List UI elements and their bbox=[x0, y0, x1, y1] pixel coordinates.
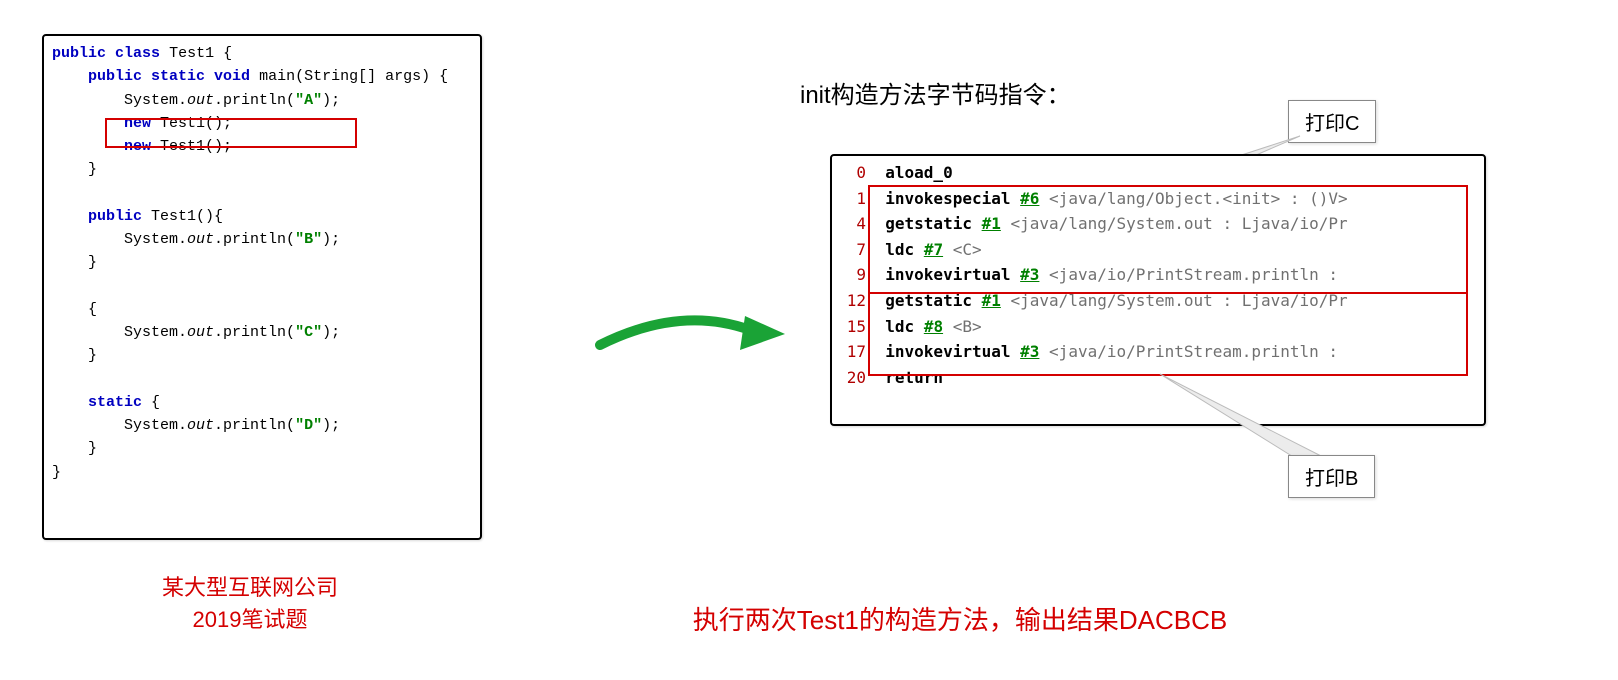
kw: public bbox=[52, 45, 106, 62]
t: ); bbox=[322, 92, 340, 109]
t: out bbox=[187, 324, 214, 341]
t: "A" bbox=[295, 92, 322, 109]
bytecode-box: 0 aload_01 invokespecial #6 <java/lang/O… bbox=[830, 154, 1486, 426]
t: ); bbox=[322, 324, 340, 341]
t: ); bbox=[322, 417, 340, 434]
t: Test1(); bbox=[160, 115, 232, 132]
t: } bbox=[52, 464, 61, 481]
t: { bbox=[88, 301, 97, 318]
t: "B" bbox=[295, 231, 322, 248]
bytecode-line: 0 aload_0 bbox=[838, 160, 1478, 186]
bytecode-line: 12 getstatic #1 <java/lang/System.out : … bbox=[838, 288, 1478, 314]
bytecode-lines: 0 aload_01 invokespecial #6 <java/lang/O… bbox=[838, 160, 1478, 390]
kw: public bbox=[88, 208, 142, 225]
left-caption-line1: 某大型互联网公司 bbox=[110, 570, 390, 602]
bytecode-line: 15 ldc #8 <B> bbox=[838, 314, 1478, 340]
t: Test1(); bbox=[160, 138, 232, 155]
t: { bbox=[151, 394, 160, 411]
left-caption-line2: 2019笔试题 bbox=[110, 602, 390, 634]
right-caption: 执行两次Test1的构造方法，输出结果DACBCB bbox=[570, 600, 1350, 637]
t: System. bbox=[124, 231, 187, 248]
bytecode-line: 9 invokevirtual #3 <java/io/PrintStream.… bbox=[838, 262, 1478, 288]
t: .println( bbox=[214, 92, 295, 109]
t: Test1(){ bbox=[151, 208, 223, 225]
callout-print-c: 打印C bbox=[1288, 100, 1376, 143]
bytecode-line: 1 invokespecial #6 <java/lang/Object.<in… bbox=[838, 186, 1478, 212]
green-arrow-icon bbox=[590, 300, 790, 370]
kw: new bbox=[124, 138, 151, 155]
t: "D" bbox=[295, 417, 322, 434]
t: out bbox=[187, 92, 214, 109]
java-source: public class Test1 { public static void … bbox=[52, 42, 472, 484]
bytecode-line: 4 getstatic #1 <java/lang/System.out : L… bbox=[838, 211, 1478, 237]
t: main(String[] args) { bbox=[259, 68, 448, 85]
t: System. bbox=[124, 324, 187, 341]
t: ); bbox=[322, 231, 340, 248]
t: } bbox=[88, 254, 97, 271]
bytecode-title: init构造方法字节码指令： bbox=[800, 75, 1071, 110]
t: .println( bbox=[214, 231, 295, 248]
kw: class bbox=[115, 45, 160, 62]
t: System. bbox=[124, 92, 187, 109]
t: out bbox=[187, 417, 214, 434]
kw: static bbox=[88, 394, 142, 411]
t: } bbox=[88, 440, 97, 457]
bytecode-line: 20 return bbox=[838, 365, 1478, 391]
bytecode-line: 17 invokevirtual #3 <java/io/PrintStream… bbox=[838, 339, 1478, 365]
callout-print-b: 打印B bbox=[1288, 455, 1375, 498]
kw: new bbox=[124, 115, 151, 132]
t: } bbox=[88, 347, 97, 364]
t: "C" bbox=[295, 324, 322, 341]
t: .println( bbox=[214, 324, 295, 341]
bytecode-line: 7 ldc #7 <C> bbox=[838, 237, 1478, 263]
left-caption: 某大型互联网公司 2019笔试题 bbox=[110, 570, 390, 634]
t: } bbox=[88, 161, 97, 178]
t: .println( bbox=[214, 417, 295, 434]
t: System. bbox=[124, 417, 187, 434]
kw: public static void bbox=[88, 68, 250, 85]
t: Test1 { bbox=[169, 45, 232, 62]
java-source-box: public class Test1 { public static void … bbox=[42, 34, 482, 540]
t: out bbox=[187, 231, 214, 248]
